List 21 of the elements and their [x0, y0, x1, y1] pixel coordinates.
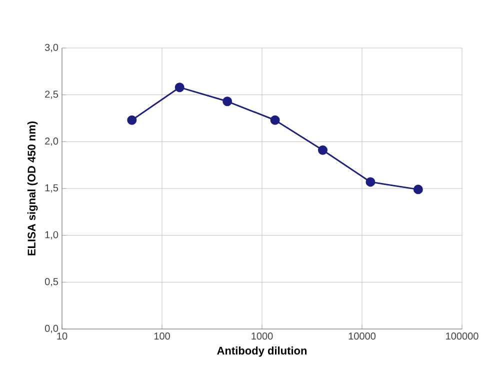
- y-tick-label: 3,0: [44, 44, 58, 52]
- y-tick-label: 1,0: [45, 231, 58, 240]
- point: [127, 115, 137, 125]
- point: [174, 82, 184, 92]
- x-tick-label: 100000: [446, 332, 478, 340]
- y-tick-label: 0,5: [44, 278, 58, 286]
- x-tick-label: 10: [57, 332, 68, 340]
- x-tick-label: 10000: [348, 332, 376, 340]
- point: [270, 115, 280, 125]
- x-tick-label: 1000: [252, 332, 273, 340]
- point: [318, 145, 328, 155]
- point: [366, 177, 376, 187]
- point: [222, 96, 232, 106]
- y-axis-title: ELISA signal (OD 450 nm): [27, 122, 38, 256]
- point: [413, 184, 423, 194]
- y-tick-label: 2,0: [45, 138, 58, 146]
- y-tick-label: 2,5: [45, 90, 58, 99]
- x-axis-title: Antibody dilution: [217, 346, 307, 357]
- y-tick-label: 0,0: [44, 324, 58, 334]
- x-tick-label: 100: [154, 332, 170, 340]
- y-tick-label: 1,5: [45, 184, 58, 193]
